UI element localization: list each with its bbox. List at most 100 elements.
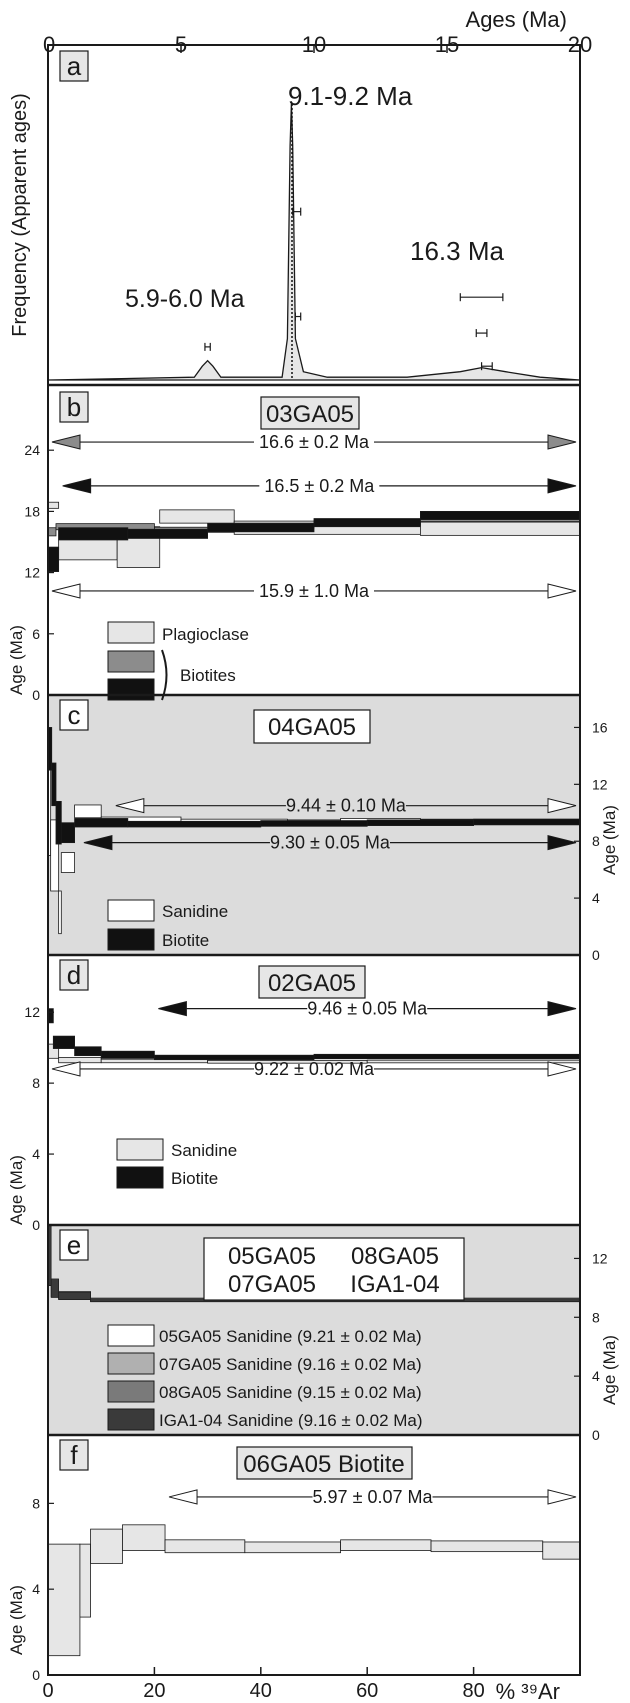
plateau-age-label: 9.44 ± 0.10 Ma — [286, 796, 407, 816]
panel-a-title: Ages (Ma) — [466, 7, 567, 32]
panel-e-sample-1: 05GA05 — [228, 1243, 316, 1270]
y-tick-label: 8 — [592, 1309, 600, 1325]
panel-a-letter: a — [67, 51, 82, 81]
step-c-1-8 — [473, 818, 580, 826]
panel-b-sample-label: 03GA05 — [266, 401, 354, 428]
peak-label: 9.1-9.2 Ma — [288, 81, 413, 111]
y-tick-label: 8 — [32, 1075, 40, 1091]
panel-f-letter-box — [59, 1439, 89, 1471]
step-d-1-1 — [52, 1035, 76, 1049]
panel-f-spectra — [48, 1524, 580, 1657]
legend-label-sanidine-c: Sanidine — [162, 902, 228, 921]
step-c-1-7 — [366, 819, 475, 826]
legend-swatch-biotite-2 — [107, 678, 155, 701]
panel-b-plateaus: 16.6 ± 0.2 Ma 16.5 ± 0.2 Ma 15.9 ± 1.0 Ma — [51, 432, 577, 601]
panel-d-y-ticks: 0 4 8 12 — [24, 1004, 54, 1233]
panel-e-y-axis-label: Age (Ma) — [600, 1335, 619, 1405]
plateau-arrow-f-0: 5.97 ± 0.07 Ma — [168, 1487, 577, 1507]
panel-b-sample-box — [260, 396, 360, 430]
y-tick-label: 16 — [592, 719, 608, 735]
y-tick-label: 4 — [592, 890, 600, 906]
legend-label-biotites: Biotites — [180, 666, 236, 685]
legend-swatch-biotite-d — [116, 1166, 164, 1189]
panel-d-spectra — [48, 1008, 580, 1064]
plateau-arrow-d-1: 9.22 ± 0.02 Ma — [51, 1059, 577, 1079]
panel-e-letter: e — [67, 1230, 81, 1260]
step-f-0-8 — [542, 1541, 580, 1560]
panel-e-sample-2: 08GA05 — [351, 1243, 439, 1270]
y-tick-label: 0 — [32, 1667, 40, 1683]
legend-swatch-biotite-c — [107, 928, 155, 951]
error-bar-0 — [204, 342, 211, 351]
panel-a-y-axis-label: Frequency (Apparent ages) — [9, 93, 31, 336]
legend-swatch-biotite-1 — [107, 650, 155, 673]
y-tick-label: 12 — [24, 565, 40, 581]
legend-swatch-sanidine-c — [107, 899, 155, 922]
legend-swatch-e-1 — [107, 1352, 155, 1375]
panel-d-letter: d — [67, 960, 81, 990]
plateau-arrow-d-0: 9.46 ± 0.05 Ma — [158, 999, 577, 1019]
panel-a-peak-labels: 5.9-6.0 Ma 9.1-9.2 Ma 16.3 Ma — [125, 81, 504, 313]
x-axis-label: % ³⁹Ar — [496, 1679, 560, 1703]
panel-c-sample-box — [253, 709, 371, 744]
step-b-2-1 — [58, 527, 129, 541]
legend-label-e-1: 07GA05 Sanidine (9.16 ± 0.02 Ma) — [159, 1355, 422, 1374]
step-c-1-0 — [48, 727, 53, 771]
panel-c-y-ticks: 0 4 8 12 16 — [574, 719, 608, 963]
legend-label-biotite-d: Biotite — [171, 1169, 218, 1188]
panel-f-plateaus: 5.97 ± 0.07 Ma — [168, 1487, 577, 1507]
plateau-age-label: 15.9 ± 1.0 Ma — [259, 581, 370, 601]
legend-label-e-0: 05GA05 Sanidine (9.21 ± 0.02 Ma) — [159, 1327, 422, 1346]
step-c-1-1 — [51, 762, 57, 807]
panel-e-sample-3: 07GA05 — [228, 1271, 316, 1298]
y-tick-label: 12 — [592, 776, 608, 792]
legend-label-sanidine-d: Sanidine — [171, 1141, 237, 1160]
panel-e-letter-box — [59, 1229, 89, 1261]
peak-label: 16.3 Ma — [410, 236, 504, 266]
panel-a-letter-box — [59, 50, 89, 82]
peak-label: 5.9-6.0 Ma — [125, 285, 245, 313]
plateau-arrow-b-2: 15.9 ± 1.0 Ma — [51, 581, 577, 601]
plateau-age-label: 16.6 ± 0.2 Ma — [259, 432, 370, 452]
step-d-1-2 — [74, 1046, 102, 1057]
step-c-0-1 — [50, 819, 60, 892]
panel-f-letter: f — [70, 1440, 78, 1470]
y-tick-label: 8 — [592, 833, 600, 849]
panel-b-spectra — [48, 501, 580, 572]
step-d-1-0 — [48, 1008, 54, 1024]
step-e-3-0 — [48, 1225, 52, 1286]
legend-swatch-sanidine-d — [116, 1138, 164, 1161]
step-c-1-6 — [260, 820, 368, 827]
step-f-0-7 — [430, 1540, 544, 1553]
plateau-arrow-c-0: 9.44 ± 0.10 Ma — [115, 796, 577, 816]
y-tick-label: 0 — [32, 1217, 40, 1233]
step-f-0-2 — [90, 1528, 123, 1564]
panel-f-sample-box — [236, 1446, 413, 1480]
step-c-0-2 — [58, 890, 62, 935]
legend-swatch-plagioclase — [107, 621, 155, 644]
y-tick-label: 12 — [24, 1004, 40, 1020]
legend-swatch-e-3 — [107, 1408, 155, 1431]
error-bar-1 — [292, 207, 302, 216]
panel-c-sample-label: 04GA05 — [268, 714, 356, 741]
y-tick-label: 4 — [32, 1146, 40, 1162]
x-tick-label: 40 — [250, 1680, 272, 1702]
legend-label-biotite-c: Biotite — [162, 931, 209, 950]
plateau-age-label: 9.46 ± 0.05 Ma — [307, 999, 428, 1019]
error-bar-2 — [294, 312, 302, 321]
panel-c-y-axis-label: Age (Ma) — [600, 805, 619, 875]
step-b-1-0 — [48, 527, 57, 537]
panel-d-y-axis-label: Age (Ma) — [7, 1155, 26, 1225]
plateau-age-label: 16.5 ± 0.2 Ma — [264, 476, 375, 496]
panel-b-letter-box — [59, 391, 89, 423]
plateau-age-label: 9.22 ± 0.02 Ma — [254, 1059, 375, 1079]
step-f-0-1 — [79, 1543, 91, 1618]
panel-c-spectra — [48, 727, 580, 935]
step-b-2-3 — [207, 523, 315, 533]
y-tick-label: 12 — [592, 1250, 608, 1266]
plateau-arrow-b-0: 16.6 ± 0.2 Ma — [51, 432, 577, 452]
x-axis-ticks: 0 20 40 60 80 — [42, 1667, 581, 1702]
step-d-0-4 — [366, 1059, 580, 1064]
